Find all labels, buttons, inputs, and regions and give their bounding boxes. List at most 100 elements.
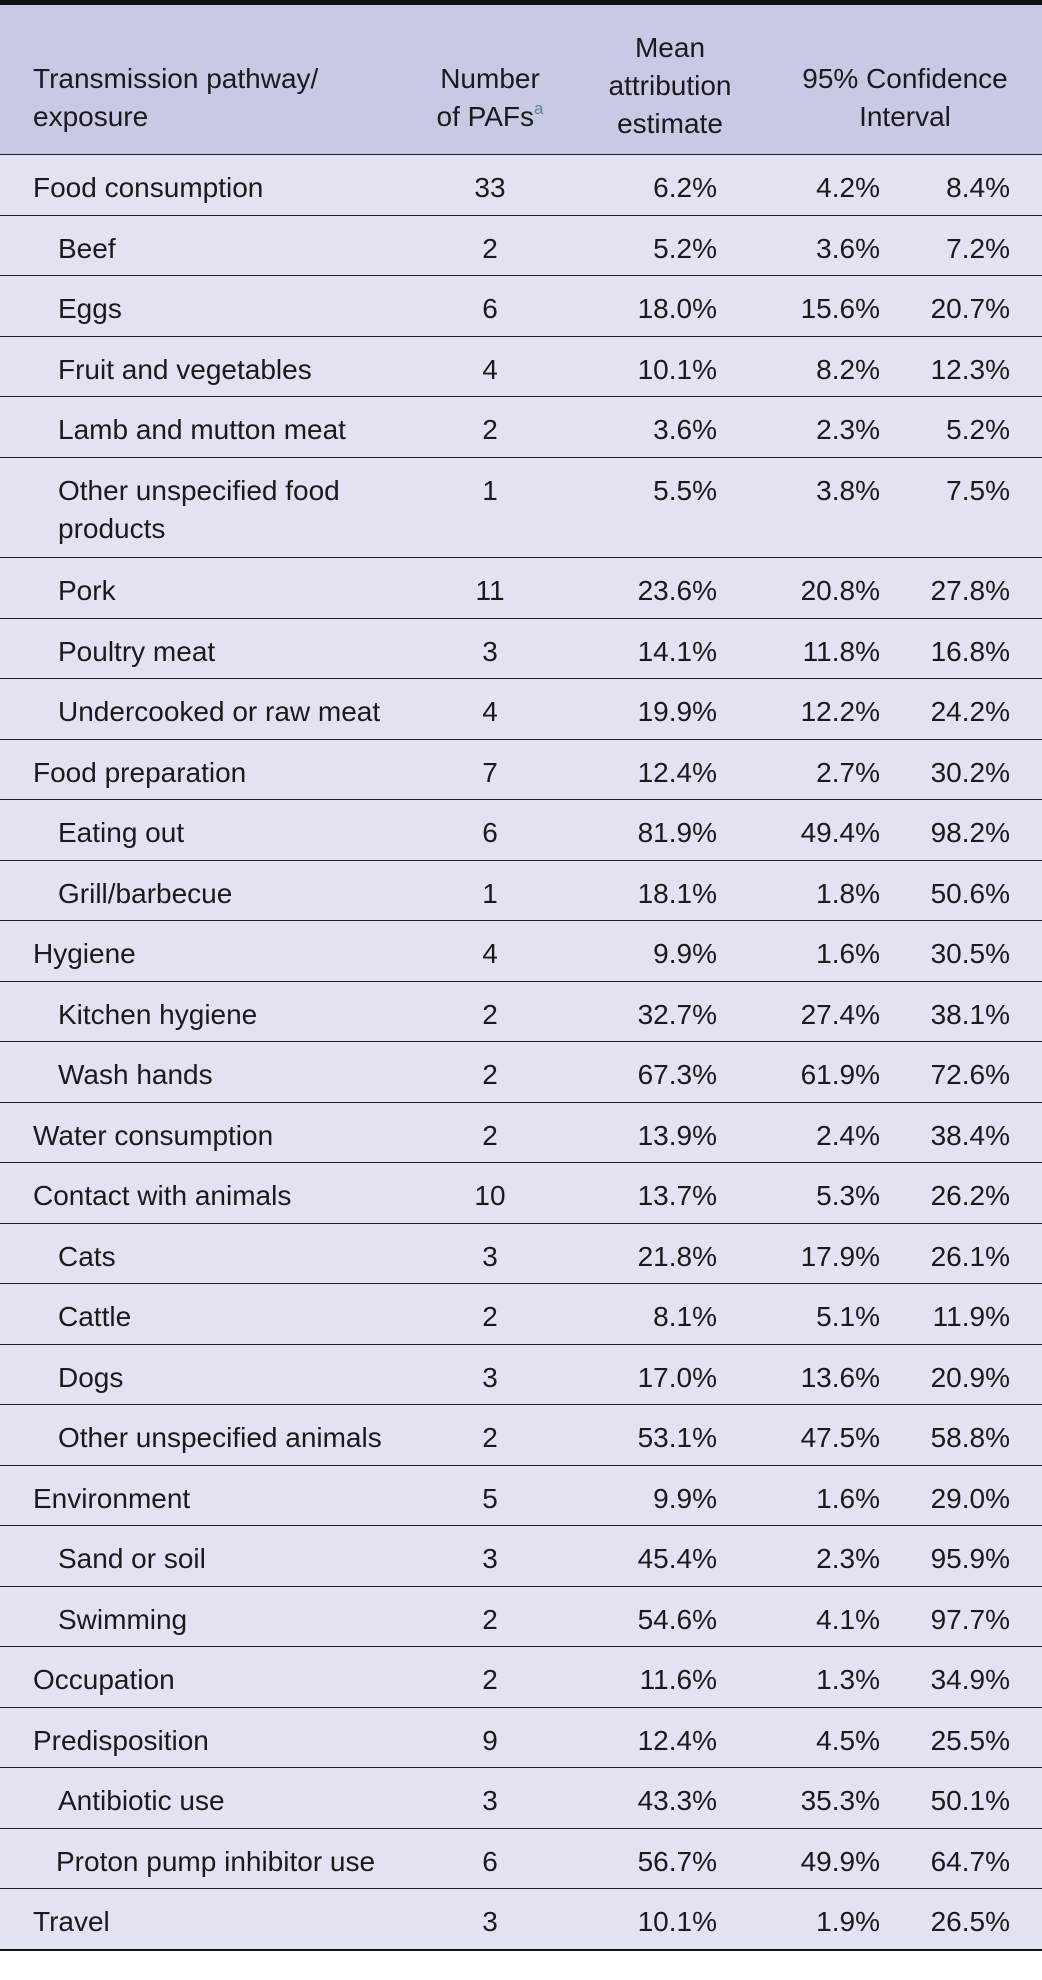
row-ci-lower: 61.9% bbox=[800, 1059, 880, 1090]
table-row: Food consumption 33 6.2% 4.2% 8.4% bbox=[0, 155, 1042, 216]
footnote-marker: a bbox=[534, 99, 544, 118]
row-mean-estimate: 9.9% bbox=[653, 1482, 717, 1514]
row-mean-estimate: 19.9% bbox=[637, 696, 717, 727]
row-label: Antibiotic use bbox=[58, 1785, 225, 1816]
table-row: Other unspecified food products 1 5.5% 3.8%… bbox=[0, 458, 1042, 558]
row-ci-lower: 4.1% bbox=[816, 1603, 880, 1635]
table-row: Food preparation 7 12.4% 2.7% 30.2% bbox=[0, 740, 1042, 800]
row-label: Pork bbox=[58, 575, 116, 606]
row-ci-upper: 7.5% bbox=[946, 474, 1010, 506]
row-number-of-pafs: 3 bbox=[482, 1240, 498, 1272]
header-mean-line-2: attribution bbox=[608, 70, 732, 101]
row-label: Contact with animals bbox=[33, 1180, 292, 1211]
row-mean-estimate: 11.6% bbox=[639, 1664, 717, 1695]
table-row: Cats 3 21.8% 17.9% 26.1% bbox=[0, 1224, 1042, 1284]
header-number: Number of PAFsa bbox=[425, 60, 555, 136]
row-ci-lower: 1.6% bbox=[816, 938, 880, 969]
row-label: Environment bbox=[33, 1482, 191, 1514]
header-mean: Mean attribution estimate bbox=[595, 29, 745, 143]
row-ci-lower: 12.2% bbox=[800, 696, 880, 727]
table-row: Swimming 2 54.6% 4.1% 97.7% bbox=[0, 1587, 1042, 1647]
header-pathway-line-2: exposure bbox=[33, 101, 149, 132]
row-number-of-pafs: 1 bbox=[482, 474, 498, 506]
row-ci-lower: 3.8% bbox=[816, 474, 880, 506]
row-number-of-pafs: 6 bbox=[482, 1845, 498, 1877]
row-number-of-pafs: 5 bbox=[482, 1482, 498, 1514]
row-ci-upper: 20.7% bbox=[930, 293, 1010, 324]
row-ci-lower: 13.6% bbox=[800, 1361, 880, 1393]
row-ci-lower: 4.5% bbox=[816, 1724, 880, 1756]
row-ci-lower: 20.8% bbox=[800, 575, 880, 606]
row-number-of-pafs: 3 bbox=[482, 1543, 498, 1574]
row-ci-upper: 95.9% bbox=[930, 1543, 1010, 1574]
row-ci-upper: 25.5% bbox=[930, 1724, 1010, 1756]
table-row: Grill/barbecue 1 18.1% 1.8% 50.6% bbox=[0, 861, 1042, 921]
table-row: Proton pump inhibitor use 6 56.7% 49.9% 64.7… bbox=[0, 1829, 1042, 1889]
row-ci-lower: 15.6% bbox=[800, 293, 880, 324]
row-ci-upper: 8.4% bbox=[946, 172, 1010, 203]
row-ci-upper: 30.5% bbox=[930, 938, 1010, 969]
table-row: Poultry meat 3 14.1% 11.8% 16.8% bbox=[0, 619, 1042, 679]
row-label: Swimming bbox=[58, 1603, 188, 1635]
row-ci-upper: 30.2% bbox=[930, 756, 1010, 788]
table-row: Travel 3 10.1% 1.9% 26.5% bbox=[0, 1889, 1042, 1949]
table-row: Eggs 6 18.0% 15.6% 20.7% bbox=[0, 276, 1042, 337]
row-mean-estimate: 10.1% bbox=[637, 1906, 717, 1937]
row-ci-upper: 5.2% bbox=[946, 414, 1010, 445]
row-number-of-pafs: 4 bbox=[482, 353, 498, 385]
row-ci-upper: 12.3% bbox=[930, 353, 1010, 385]
table-row: Kitchen hygiene 2 32.7% 27.4% 38.1% bbox=[0, 982, 1042, 1042]
table-row: Fruit and vegetables 4 10.1% 8.2% 12.3% bbox=[0, 337, 1042, 397]
row-label: Kitchen hygiene bbox=[58, 998, 258, 1030]
row-ci-lower: 27.4% bbox=[800, 998, 880, 1030]
row-mean-estimate: 21.8% bbox=[637, 1240, 717, 1272]
row-mean-estimate: 17.0% bbox=[637, 1361, 717, 1393]
row-number-of-pafs: 2 bbox=[482, 1422, 498, 1453]
table-row: Eating out 6 81.9% 49.4% 98.2% bbox=[0, 800, 1042, 861]
row-ci-lower: 8.2% bbox=[816, 353, 880, 385]
row-mean-estimate: 53.1% bbox=[637, 1422, 717, 1453]
row-number-of-pafs: 3 bbox=[482, 1906, 498, 1937]
table-row: Lamb and mutton meat 2 3.6% 2.3% 5.2% bbox=[0, 397, 1042, 458]
row-label: Occupation bbox=[33, 1664, 175, 1695]
header-mean-line-1: Mean bbox=[634, 32, 706, 63]
row-ci-upper: 27.8% bbox=[930, 575, 1010, 606]
row-number-of-pafs: 3 bbox=[482, 1785, 498, 1816]
row-number-of-pafs: 2 bbox=[482, 1059, 498, 1090]
row-number-of-pafs: 4 bbox=[482, 696, 498, 727]
table-row: Occupation 2 11.6% 1.3% 34.9% bbox=[0, 1647, 1042, 1708]
row-label: Predisposition bbox=[33, 1724, 209, 1756]
row-mean-estimate: 18.1% bbox=[637, 877, 717, 909]
row-ci-upper: 16.8% bbox=[930, 635, 1010, 667]
row-mean-estimate: 13.7% bbox=[637, 1180, 717, 1211]
row-ci-upper: 98.2% bbox=[930, 817, 1010, 848]
row-ci-lower: 1.9% bbox=[816, 1906, 880, 1937]
row-label: Lamb and mutton meat bbox=[58, 414, 346, 445]
row-ci-upper: 24.2% bbox=[930, 696, 1010, 727]
row-ci-upper: 11.9% bbox=[932, 1301, 1010, 1332]
row-label: Proton pump inhibitor use bbox=[56, 1845, 376, 1877]
row-number-of-pafs: 10 bbox=[474, 1180, 506, 1211]
row-mean-estimate: 54.6% bbox=[637, 1603, 717, 1635]
header-number-line-1: Number bbox=[440, 63, 540, 94]
row-label: Poultry meat bbox=[58, 635, 216, 667]
row-label: Other unspecified animals bbox=[58, 1422, 382, 1453]
row-ci-lower: 2.7% bbox=[816, 756, 880, 788]
row-number-of-pafs: 3 bbox=[482, 635, 498, 667]
row-mean-estimate: 3.6% bbox=[653, 414, 717, 445]
row-ci-upper: 58.8% bbox=[930, 1422, 1010, 1453]
row-number-of-pafs: 7 bbox=[482, 756, 498, 788]
row-label: Food preparation bbox=[33, 756, 247, 788]
row-label: Cattle bbox=[58, 1301, 132, 1332]
row-ci-upper: 97.7% bbox=[930, 1603, 1010, 1635]
row-ci-lower: 11.8% bbox=[802, 635, 880, 667]
row-ci-upper: 50.6% bbox=[930, 877, 1010, 909]
row-mean-estimate: 67.3% bbox=[637, 1059, 717, 1090]
row-mean-estimate: 23.6% bbox=[637, 575, 717, 606]
header-number-line-2: of PAFs bbox=[436, 101, 535, 132]
table-row: Other unspecified animals 2 53.1% 47.5% 58.8… bbox=[0, 1405, 1042, 1466]
row-number-of-pafs: 9 bbox=[482, 1724, 498, 1756]
row-number-of-pafs: 2 bbox=[482, 414, 498, 445]
row-ci-upper: 29.0% bbox=[930, 1482, 1010, 1514]
row-number-of-pafs: 2 bbox=[482, 998, 498, 1030]
